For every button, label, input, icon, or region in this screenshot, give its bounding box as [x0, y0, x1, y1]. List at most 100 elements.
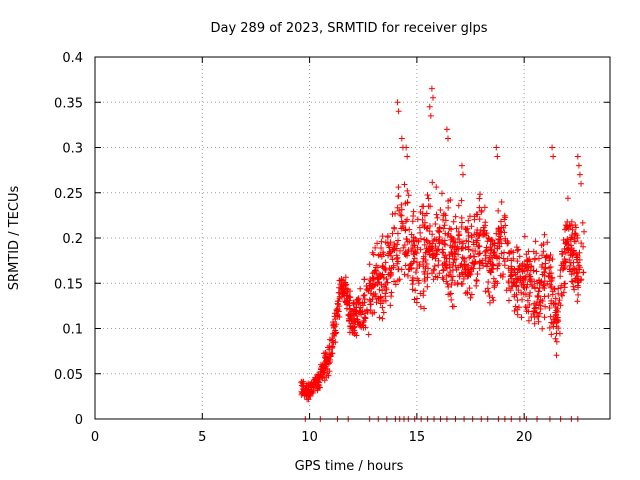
data-point — [483, 263, 490, 270]
data-point — [395, 266, 402, 273]
data-point — [547, 281, 554, 288]
data-point — [394, 230, 401, 237]
data-point — [421, 305, 428, 312]
data-point — [390, 246, 397, 253]
data-point — [357, 308, 364, 315]
data-point — [426, 251, 433, 258]
data-point — [382, 297, 389, 304]
data-point — [581, 228, 588, 235]
data-point — [553, 352, 560, 359]
data-point — [412, 269, 419, 276]
data-point — [477, 259, 484, 266]
data-point — [305, 396, 312, 403]
data-point — [441, 254, 448, 261]
data-point — [344, 288, 351, 295]
data-point — [578, 240, 585, 247]
data-point — [539, 325, 546, 332]
data-point — [391, 242, 398, 249]
data-point — [452, 246, 459, 253]
data-point-peak — [576, 171, 583, 178]
data-point — [382, 259, 389, 266]
data-point — [435, 262, 442, 269]
data-point — [392, 210, 399, 217]
data-point — [485, 278, 492, 285]
data-point — [485, 288, 492, 295]
data-point — [345, 300, 352, 307]
data-point — [516, 253, 523, 260]
data-point — [500, 271, 507, 278]
data-point — [323, 357, 330, 364]
data-point — [333, 321, 340, 328]
data-point — [366, 296, 373, 303]
data-point — [520, 275, 527, 282]
data-point — [445, 283, 452, 290]
data-point — [559, 250, 566, 257]
data-point — [544, 239, 551, 246]
x-tick-label: 10 — [301, 430, 318, 445]
data-point — [476, 216, 483, 223]
data-point — [463, 226, 470, 233]
data-point — [531, 255, 538, 262]
data-point — [429, 254, 436, 261]
data-point — [452, 239, 459, 246]
data-point — [579, 219, 586, 226]
data-point — [572, 222, 579, 229]
data-point — [530, 308, 537, 315]
data-point-peak — [404, 153, 411, 160]
data-point-peak — [429, 94, 436, 101]
data-point — [508, 265, 515, 272]
data-point — [385, 271, 392, 278]
data-point — [421, 241, 428, 248]
data-point — [398, 201, 405, 208]
data-point — [445, 204, 452, 211]
data-point — [527, 289, 534, 296]
x-tick-label: 0 — [91, 430, 99, 445]
data-point — [571, 238, 578, 245]
data-point — [432, 251, 439, 258]
data-point-peak — [575, 162, 582, 169]
data-point — [482, 219, 489, 226]
data-point — [445, 197, 452, 204]
data-point — [462, 271, 469, 278]
data-point — [514, 306, 521, 313]
data-point — [424, 283, 431, 290]
data-point-peak — [443, 126, 450, 133]
data-point — [382, 266, 389, 273]
data-point — [481, 204, 488, 211]
data-point — [473, 278, 480, 285]
data-point — [541, 231, 548, 238]
data-point — [373, 299, 380, 306]
data-point — [486, 299, 493, 306]
data-point-peak — [395, 108, 402, 115]
data-point-peak — [403, 144, 410, 151]
data-point — [413, 259, 420, 266]
data-point — [512, 303, 519, 310]
data-point — [505, 279, 512, 286]
data-point — [574, 252, 581, 259]
data-point — [387, 302, 394, 309]
data-point — [542, 264, 549, 271]
data-point — [425, 248, 432, 255]
data-point — [414, 265, 421, 272]
data-point — [398, 212, 405, 219]
data-point — [429, 179, 436, 186]
data-point — [513, 283, 520, 290]
data-point — [454, 243, 461, 250]
data-point — [378, 245, 385, 252]
data-point — [564, 246, 571, 253]
data-point — [383, 275, 390, 282]
data-point — [452, 213, 459, 220]
data-point — [526, 277, 533, 284]
data-point — [415, 280, 422, 287]
data-point — [446, 225, 453, 232]
data-point — [495, 227, 502, 234]
data-point — [350, 299, 357, 306]
data-point — [361, 291, 368, 298]
data-point — [548, 319, 555, 326]
data-point — [384, 279, 391, 286]
data-point — [532, 238, 539, 245]
data-point — [548, 331, 555, 338]
data-point — [518, 314, 525, 321]
data-point — [458, 261, 465, 268]
